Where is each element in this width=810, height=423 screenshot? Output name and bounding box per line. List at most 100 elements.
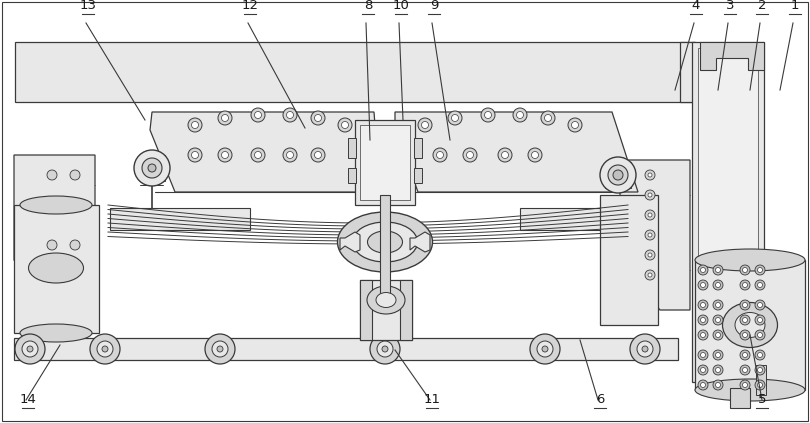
Circle shape — [463, 148, 477, 162]
Circle shape — [254, 151, 262, 159]
Circle shape — [713, 330, 723, 340]
Polygon shape — [700, 42, 764, 70]
Text: 2: 2 — [757, 0, 766, 12]
Circle shape — [698, 330, 708, 340]
Circle shape — [713, 365, 723, 375]
Circle shape — [740, 300, 750, 310]
Ellipse shape — [20, 324, 92, 342]
Circle shape — [544, 115, 552, 121]
Circle shape — [740, 315, 750, 325]
Circle shape — [713, 265, 723, 275]
Circle shape — [311, 148, 325, 162]
Circle shape — [740, 265, 750, 275]
Circle shape — [740, 380, 750, 390]
Circle shape — [283, 148, 297, 162]
Bar — [14, 338, 678, 360]
Bar — [414, 168, 422, 183]
Circle shape — [22, 341, 38, 357]
Circle shape — [630, 334, 660, 364]
Ellipse shape — [723, 302, 778, 348]
Circle shape — [743, 382, 748, 387]
Circle shape — [715, 318, 721, 322]
Circle shape — [757, 332, 762, 338]
Circle shape — [743, 352, 748, 357]
Circle shape — [698, 300, 708, 310]
Circle shape — [743, 302, 748, 308]
Ellipse shape — [735, 313, 765, 338]
Circle shape — [713, 350, 723, 360]
Circle shape — [537, 341, 553, 357]
Circle shape — [572, 121, 578, 129]
Text: 1: 1 — [791, 0, 799, 12]
Circle shape — [467, 151, 474, 159]
Circle shape — [501, 151, 509, 159]
Bar — [695, 260, 805, 390]
Circle shape — [698, 265, 708, 275]
Circle shape — [757, 368, 762, 373]
Circle shape — [701, 267, 706, 272]
Circle shape — [645, 250, 655, 260]
Circle shape — [528, 148, 542, 162]
Circle shape — [608, 165, 628, 185]
Polygon shape — [400, 280, 412, 340]
Circle shape — [740, 350, 750, 360]
Polygon shape — [620, 160, 690, 310]
Circle shape — [600, 157, 636, 193]
Ellipse shape — [20, 196, 92, 214]
Text: 6: 6 — [596, 393, 604, 406]
Circle shape — [134, 150, 170, 186]
Circle shape — [743, 332, 748, 338]
Circle shape — [715, 332, 721, 338]
Circle shape — [212, 341, 228, 357]
Circle shape — [481, 108, 495, 122]
Ellipse shape — [367, 286, 405, 314]
Circle shape — [701, 382, 706, 387]
Circle shape — [701, 352, 706, 357]
Circle shape — [70, 240, 80, 250]
Circle shape — [648, 233, 652, 237]
Polygon shape — [14, 155, 95, 310]
Circle shape — [648, 193, 652, 197]
Circle shape — [645, 210, 655, 220]
Circle shape — [342, 121, 348, 129]
Circle shape — [221, 115, 228, 121]
Circle shape — [755, 280, 765, 290]
Circle shape — [740, 280, 750, 290]
Circle shape — [755, 300, 765, 310]
Bar — [380, 195, 390, 295]
Bar — [140, 155, 165, 181]
Circle shape — [755, 380, 765, 390]
Circle shape — [517, 112, 523, 118]
Polygon shape — [410, 232, 430, 252]
Polygon shape — [680, 42, 695, 102]
Circle shape — [382, 346, 388, 352]
Circle shape — [283, 108, 297, 122]
Circle shape — [421, 121, 428, 129]
Polygon shape — [395, 112, 638, 192]
Circle shape — [188, 148, 202, 162]
Circle shape — [701, 368, 706, 373]
Circle shape — [698, 315, 708, 325]
Circle shape — [648, 273, 652, 277]
Circle shape — [513, 108, 527, 122]
Circle shape — [757, 318, 762, 322]
Circle shape — [433, 148, 447, 162]
Circle shape — [713, 380, 723, 390]
Bar — [605, 162, 631, 188]
Circle shape — [254, 112, 262, 118]
Circle shape — [740, 365, 750, 375]
Text: 9: 9 — [430, 0, 438, 12]
Polygon shape — [150, 112, 380, 192]
Circle shape — [314, 151, 322, 159]
Circle shape — [221, 151, 228, 159]
Bar — [692, 42, 764, 382]
Ellipse shape — [28, 253, 83, 283]
Circle shape — [541, 111, 555, 125]
Text: 8: 8 — [364, 0, 372, 12]
Bar — [520, 208, 645, 230]
Text: 5: 5 — [757, 393, 766, 406]
Circle shape — [338, 118, 352, 132]
Circle shape — [743, 267, 748, 272]
Circle shape — [47, 240, 57, 250]
Circle shape — [484, 112, 492, 118]
